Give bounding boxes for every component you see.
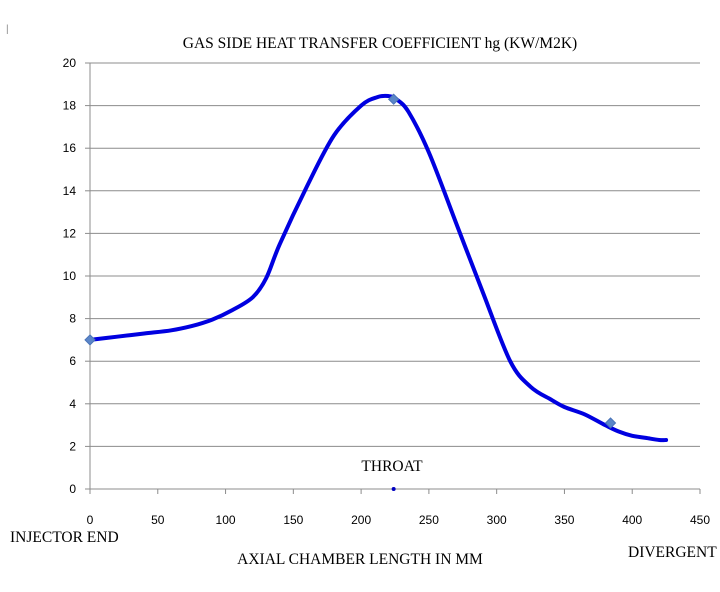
x-tick-label: 350 [554,513,574,527]
injector-end-label: INJECTOR END [10,529,119,546]
chart-title: GAS SIDE HEAT TRANSFER COEFFICIENT hg (K… [183,35,577,52]
y-tick-label: 4 [69,397,76,411]
y-tick-label: 12 [63,226,77,240]
y-tick-label: 8 [69,312,76,326]
corner-tick-mark: | [6,24,9,35]
throat-point [391,487,396,491]
data-point-marker [604,417,617,429]
throat-label: THROAT [361,458,423,475]
x-axis-label: AXIAL CHAMBER LENGTH IN MM [237,551,483,568]
series-layer [84,93,669,443]
x-tick-label: 200 [351,513,371,527]
gridlines [90,62,700,447]
x-tick-label: 100 [216,513,236,527]
y-tick-labels: 0 2 4 6 8 10 12 14 16 18 20 [63,56,77,496]
y-tick-label: 20 [63,56,77,70]
series-line [88,93,669,443]
data-point-marker [84,334,96,346]
axes [85,62,701,494]
data-point-marker [387,93,400,105]
y-tick-label: 10 [63,269,77,283]
y-tick-label: 16 [63,141,77,155]
x-tick-label: 400 [622,513,642,527]
y-tick-label: 2 [69,439,76,453]
x-tick-label: 50 [151,513,165,527]
y-tick-label: 18 [63,99,77,113]
x-tick-label: 450 [690,513,710,527]
x-tick-label: 0 [87,513,94,527]
x-tick-labels: 0 50 100 150 200 250 300 350 400 450 [87,513,711,527]
divergent-end-label: DIVERGENT END [628,544,720,561]
y-tick-label: 14 [63,184,77,198]
x-tick-label: 250 [419,513,439,527]
x-tick-label: 150 [283,513,303,527]
y-tick-label: 0 [69,482,76,496]
y-tick-label: 6 [69,354,76,368]
x-tick-label: 300 [487,513,507,527]
